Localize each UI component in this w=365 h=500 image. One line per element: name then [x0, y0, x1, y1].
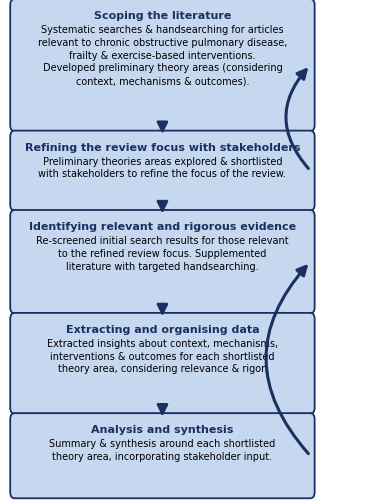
- FancyArrowPatch shape: [266, 266, 308, 454]
- Text: Systematic searches & handsearching for articles
relevant to chronic obstructive: Systematic searches & handsearching for …: [38, 25, 287, 86]
- FancyBboxPatch shape: [10, 130, 315, 210]
- FancyBboxPatch shape: [10, 313, 315, 414]
- Text: Preliminary theories areas explored & shortlisted
with stakeholders to refine th: Preliminary theories areas explored & sh…: [38, 156, 287, 180]
- Text: Refining the review focus with stakeholders: Refining the review focus with stakehold…: [25, 142, 300, 152]
- Text: Extracting and organising data: Extracting and organising data: [66, 325, 259, 335]
- Text: Extracted insights about context, mechanisms,
interventions & outcomes for each : Extracted insights about context, mechan…: [47, 339, 278, 374]
- Text: Re-screened initial search results for those relevant
to the refined review focu: Re-screened initial search results for t…: [36, 236, 289, 272]
- FancyArrowPatch shape: [286, 70, 308, 168]
- Text: Summary & synthesis around each shortlisted
theory area, incorporating stakehold: Summary & synthesis around each shortlis…: [49, 439, 276, 462]
- FancyBboxPatch shape: [10, 210, 315, 314]
- FancyBboxPatch shape: [10, 0, 315, 131]
- Text: Scoping the literature: Scoping the literature: [94, 11, 231, 21]
- FancyBboxPatch shape: [10, 413, 315, 498]
- Text: Analysis and synthesis: Analysis and synthesis: [91, 425, 234, 435]
- Text: Identifying relevant and rigorous evidence: Identifying relevant and rigorous eviden…: [29, 222, 296, 232]
